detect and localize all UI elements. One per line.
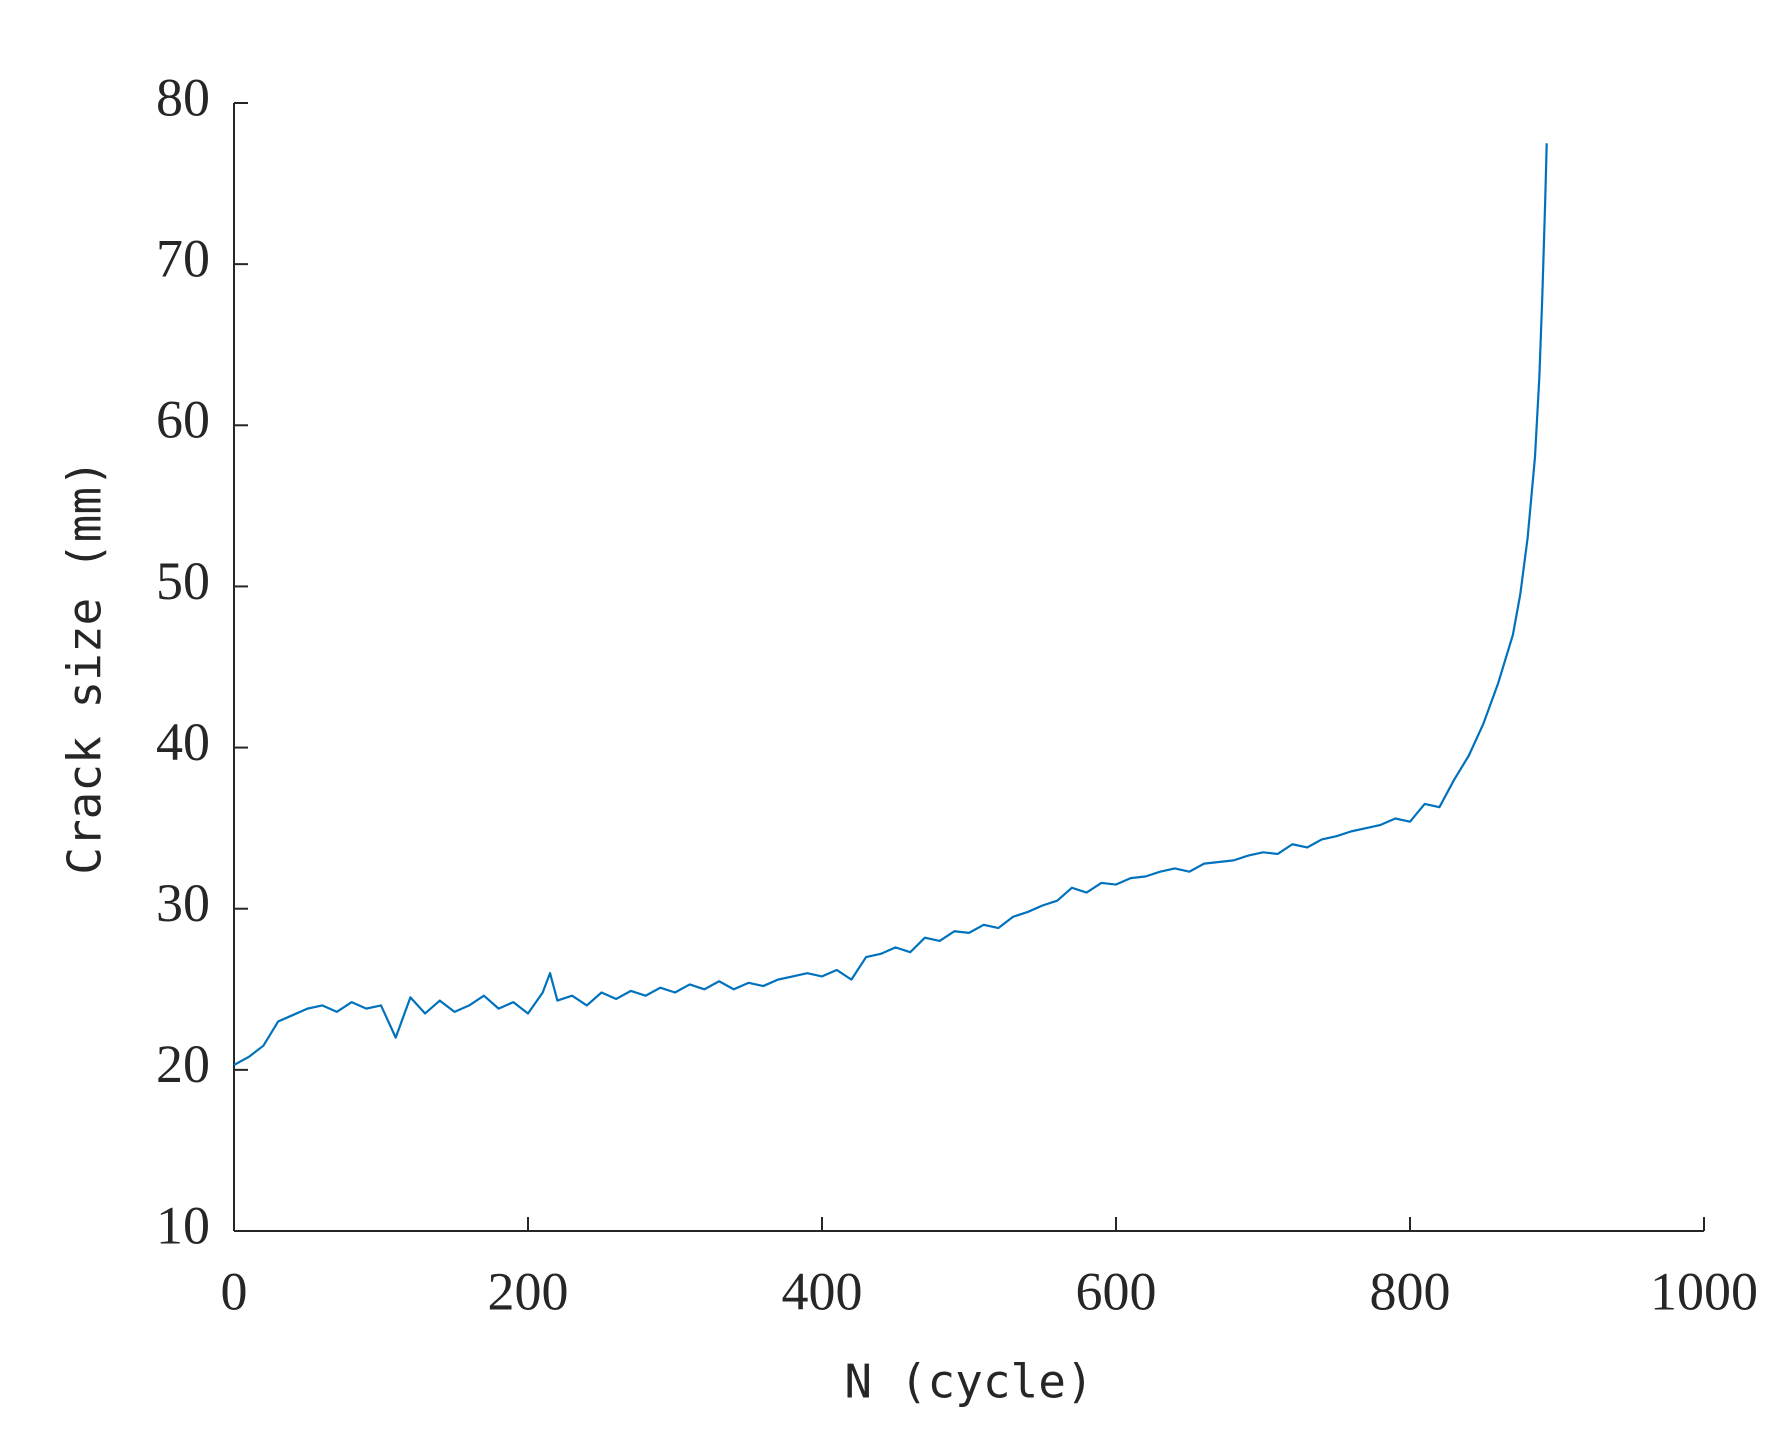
y-tick-label: 20 bbox=[156, 1034, 210, 1094]
x-tick-label: 800 bbox=[1370, 1261, 1451, 1321]
y-tick-label: 50 bbox=[156, 551, 210, 611]
data-line bbox=[233, 143, 1548, 1066]
x-tick-label: 600 bbox=[1076, 1261, 1157, 1321]
x-axis-label: N (cycle) bbox=[844, 1355, 1093, 1409]
x-tick-label: 0 bbox=[221, 1261, 248, 1321]
y-tick-label: 40 bbox=[156, 712, 210, 772]
y-axis-label: Crack size (mm) bbox=[58, 459, 112, 874]
y-tick-label: 30 bbox=[156, 873, 210, 933]
y-tick-label: 10 bbox=[156, 1195, 210, 1255]
x-tick-label: 1000 bbox=[1650, 1261, 1758, 1321]
y-tick-label: 60 bbox=[156, 390, 210, 450]
x-tick-label: 400 bbox=[782, 1261, 863, 1321]
y-tick-label: 80 bbox=[156, 67, 210, 127]
x-tick-label: 200 bbox=[488, 1261, 569, 1321]
y-tick-label: 70 bbox=[156, 229, 210, 289]
